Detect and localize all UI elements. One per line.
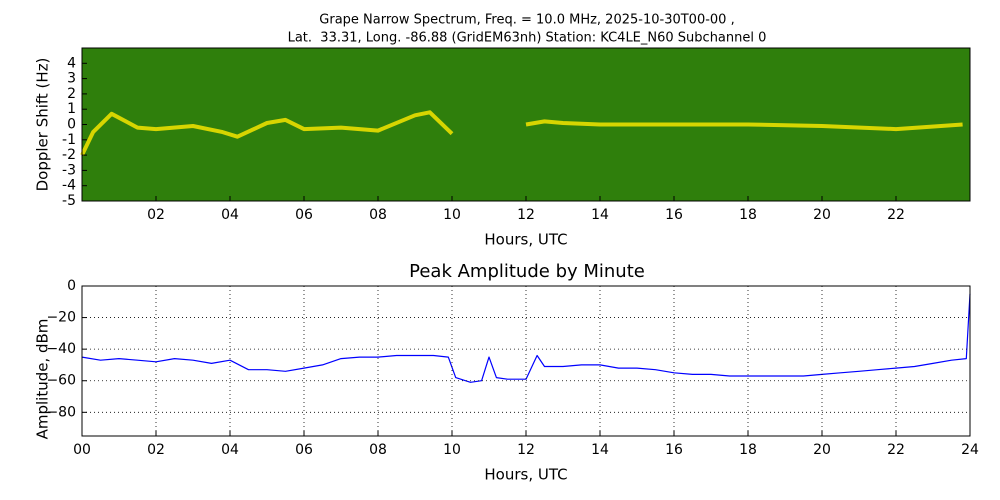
y-axis-label: Amplitude, dBm — [34, 319, 52, 440]
x-tick-label: 02 — [147, 442, 165, 458]
x-tick-label: 18 — [739, 442, 757, 458]
x-tick-label: 08 — [369, 442, 387, 458]
x-tick-label: 22 — [887, 442, 905, 458]
x-tick-label: 04 — [221, 207, 239, 223]
x-tick-label: 14 — [591, 442, 609, 458]
x-axis-label: Hours, UTC — [484, 231, 567, 249]
y-tick-label: −80 — [46, 404, 76, 420]
y-tick-label: -5 — [62, 193, 76, 209]
x-tick-label: 20 — [813, 442, 831, 458]
x-tick-label: 20 — [813, 207, 831, 223]
plot-frame — [81, 47, 971, 202]
y-tick-label: -1 — [62, 132, 76, 148]
x-tick-label: 10 — [443, 442, 461, 458]
y-tick-label: 4 — [67, 55, 76, 71]
x-tick-label: 22 — [887, 207, 905, 223]
x-tick-label: 18 — [739, 207, 757, 223]
data-line — [81, 293, 971, 383]
x-tick-label: 16 — [665, 442, 683, 458]
y-tick-label: 2 — [67, 86, 76, 102]
x-tick-label: 00 — [73, 442, 91, 458]
y-tick-label: -4 — [62, 178, 76, 194]
x-tick-label: 02 — [147, 207, 165, 223]
x-tick-label: 24 — [961, 442, 979, 458]
x-tick-label: 12 — [517, 442, 535, 458]
x-axis-label: Hours, UTC — [484, 466, 567, 484]
x-tick-label: 06 — [295, 442, 313, 458]
chart-title: Grape Narrow Spectrum, Freq. = 10.0 MHz,… — [319, 13, 734, 28]
x-tick-label: 10 — [443, 207, 461, 223]
y-tick-label: -3 — [62, 162, 76, 178]
y-tick-label: 3 — [67, 71, 76, 87]
y-axis-label: Doppler Shift (Hz) — [34, 58, 52, 192]
y-tick-label: 0 — [67, 117, 76, 133]
y-tick-label: 0 — [67, 278, 76, 294]
y-tick-label: 1 — [67, 101, 76, 117]
y-tick-label: −40 — [46, 341, 76, 357]
x-tick-label: 14 — [591, 207, 609, 223]
plot-frame — [81, 285, 971, 437]
chart-subtitle: Lat. 33.31, Long. -86.88 (GridEM63nh) St… — [288, 31, 767, 46]
x-tick-label: 06 — [295, 207, 313, 223]
x-tick-label: 16 — [665, 207, 683, 223]
x-tick-label: 12 — [517, 207, 535, 223]
y-tick-label: −60 — [46, 373, 76, 389]
y-tick-label: −20 — [46, 310, 76, 326]
x-tick-label: 04 — [221, 442, 239, 458]
chart-title: Peak Amplitude by Minute — [409, 261, 645, 282]
doppler-trace — [80, 110, 963, 156]
x-tick-label: 08 — [369, 207, 387, 223]
y-tick-label: -2 — [62, 147, 76, 163]
